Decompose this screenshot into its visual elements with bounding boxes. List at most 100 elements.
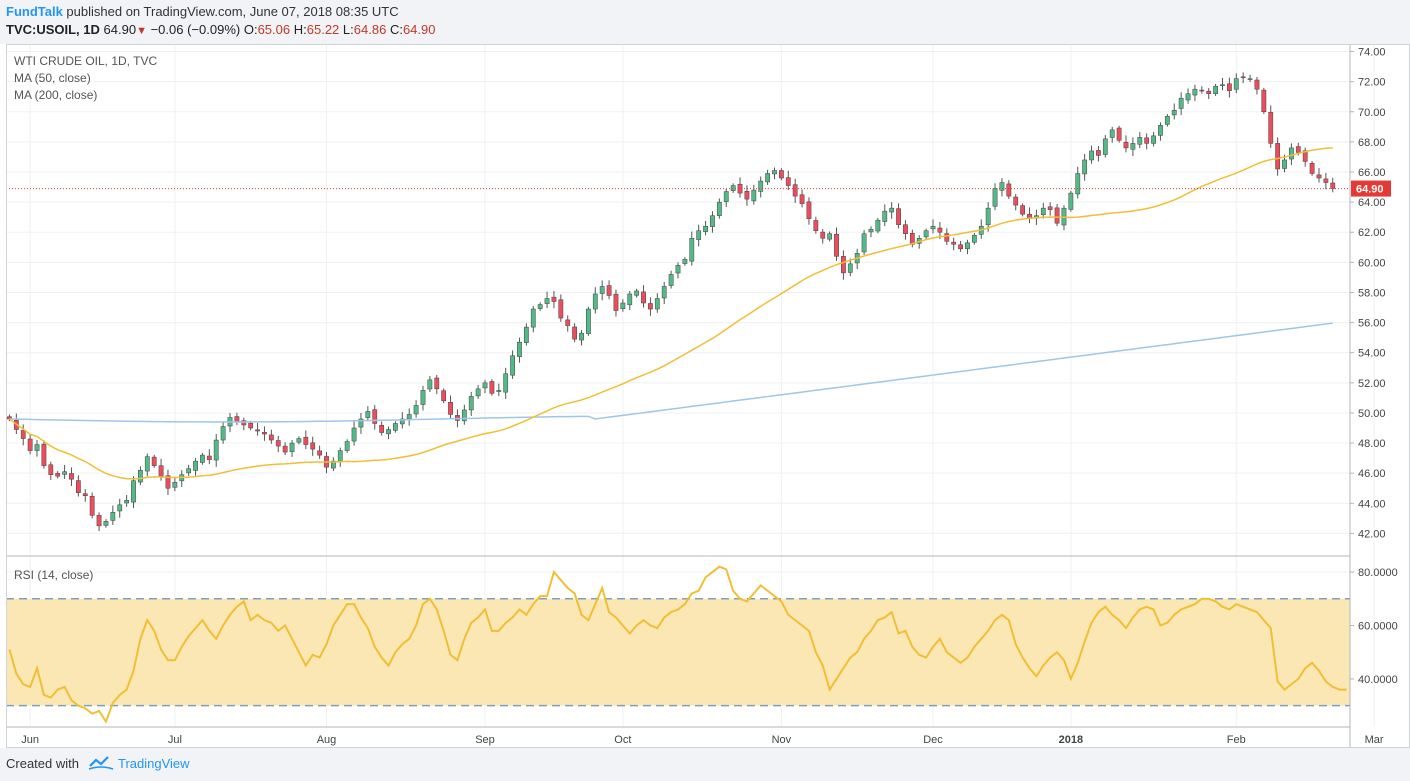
candle-body <box>386 429 391 435</box>
candle-body <box>1178 97 1184 109</box>
candle-body <box>751 189 757 202</box>
candle-body <box>1275 143 1281 170</box>
candle-body <box>1096 150 1101 156</box>
candle-body <box>923 230 929 238</box>
price-tick-label: 72.00 <box>1358 77 1386 89</box>
time-tick-label: Aug <box>317 734 337 746</box>
candle-body <box>1089 150 1094 161</box>
candle-body <box>82 493 88 497</box>
candle-body <box>255 429 260 432</box>
candle-body <box>565 319 571 326</box>
candle-body <box>89 495 95 516</box>
candle-body <box>579 332 584 341</box>
candle-body <box>1330 182 1336 189</box>
candle-body <box>758 180 764 192</box>
candle-body <box>268 434 274 441</box>
price-tick-label: 44.00 <box>1358 498 1386 510</box>
candle-body <box>372 409 378 424</box>
candle-body <box>1047 206 1053 210</box>
price-tick-label: 56.00 <box>1358 318 1386 330</box>
candle-body <box>275 440 281 447</box>
candle-body <box>544 298 550 304</box>
author-name[interactable]: FundTalk <box>6 4 63 19</box>
candle-body <box>138 469 143 483</box>
candle-body <box>69 473 74 480</box>
candle-body <box>496 390 502 392</box>
candle-body <box>875 219 881 232</box>
candle-body <box>1109 129 1115 138</box>
candle-body <box>317 450 322 456</box>
candle-body <box>413 405 419 415</box>
candle-body <box>441 390 447 402</box>
candle-body <box>1020 205 1026 215</box>
candle-body <box>420 390 426 405</box>
candle-body <box>1247 78 1253 80</box>
tradingview-link[interactable]: TradingView <box>118 756 190 771</box>
legend-title: WTI CRUDE OIL, 1D, TVC <box>14 54 157 68</box>
footer: Created with TradingView <box>0 748 1410 781</box>
candle-body <box>1144 137 1150 144</box>
candle-body <box>1289 147 1294 160</box>
last-price-tag-label: 64.90 <box>1356 184 1384 196</box>
candle-body <box>1233 78 1239 90</box>
price-tick-label: 68.00 <box>1358 137 1386 149</box>
open-label: O: <box>243 22 258 37</box>
candle-body <box>1116 127 1122 141</box>
chart-header: FundTalk published on TradingView.com, J… <box>0 0 1410 44</box>
candle-body <box>1185 93 1191 101</box>
candles <box>7 72 1336 532</box>
legend-ma200: MA (200, close) <box>14 88 97 102</box>
price-tick-label: 62.00 <box>1358 227 1386 239</box>
candle-body <box>765 173 770 183</box>
candle-body <box>448 401 453 415</box>
candle-body <box>365 411 371 418</box>
candle-body <box>144 456 150 472</box>
chart-area[interactable]: 74.00 72.00 70.00 68.00 66.00 64.00 62.00 60.00… <box>0 44 1410 748</box>
candle-body <box>668 274 674 286</box>
tradingview-logo-icon <box>88 756 114 770</box>
time-axis[interactable]: JunJulAugSepOctNovDec2018FebMarAprMayJun <box>21 734 1410 746</box>
price-tick-label: 74.00 <box>1358 47 1386 59</box>
candle-body <box>1302 150 1308 162</box>
candle-body <box>406 414 412 420</box>
low-value: 64.86 <box>353 22 387 37</box>
candle-body <box>744 191 750 200</box>
candle-body <box>558 299 564 319</box>
price-tick-label: 60.00 <box>1358 257 1386 269</box>
close-value: 64.90 <box>402 22 436 37</box>
candle-body <box>468 396 474 411</box>
candle-body <box>599 286 605 294</box>
candle-body <box>634 290 640 296</box>
candle-body <box>586 308 591 334</box>
candle-body <box>606 285 612 296</box>
time-tick-label: Jul <box>168 734 182 746</box>
candle-body <box>772 170 777 175</box>
candle-body <box>282 445 288 453</box>
candle-body <box>337 450 343 462</box>
candle-body <box>27 438 33 451</box>
candle-body <box>785 177 791 186</box>
price-tick-label: 52.00 <box>1358 378 1386 390</box>
candle-body <box>1295 146 1301 153</box>
candle-body <box>896 208 901 225</box>
candle-body <box>158 465 164 477</box>
candle-body <box>289 442 295 452</box>
candle-body <box>379 425 385 433</box>
candle-body <box>200 454 205 463</box>
candle-body <box>1323 178 1329 183</box>
candle-body <box>124 500 130 504</box>
candle-body <box>503 373 509 393</box>
price-axis[interactable]: 74.00 72.00 70.00 68.00 66.00 64.00 62.00 60.00… <box>1350 47 1386 541</box>
candle-body <box>393 423 398 431</box>
candle-body <box>427 379 433 390</box>
candle-body <box>1040 207 1046 216</box>
price-tick-label: 64.00 <box>1358 197 1386 209</box>
candle-body <box>737 183 743 194</box>
candle-body <box>517 341 522 357</box>
candle-body <box>882 210 888 222</box>
rsi-axis[interactable]: 80.0000 60.0000 40.0000 <box>1350 567 1398 686</box>
candle-body <box>965 242 970 250</box>
candle-body <box>661 286 667 299</box>
candle-body <box>572 326 578 340</box>
candle-body <box>482 382 488 389</box>
